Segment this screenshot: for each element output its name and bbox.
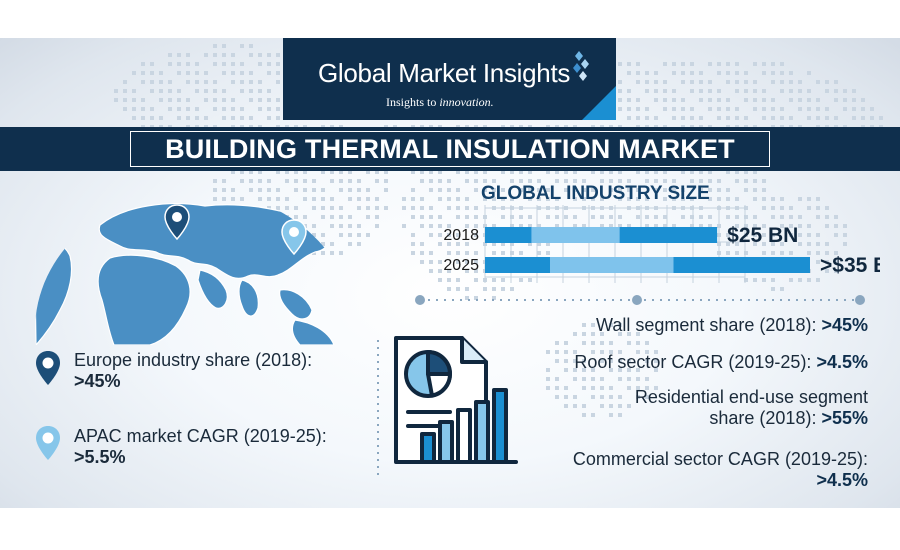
stat-value: >5.5% bbox=[74, 447, 126, 467]
title-frame: BUILDING THERMAL INSULATION MARKET bbox=[130, 131, 770, 167]
stat-residential-share: Residential end-use segment share (2018)… bbox=[635, 387, 868, 429]
dotted-divider bbox=[377, 340, 379, 480]
stat-roof-cagr: Roof sector CAGR (2019-25): >4.5% bbox=[574, 352, 868, 373]
tagline-prefix: Insights to bbox=[386, 95, 440, 109]
stat-apac-cagr: APAC market CAGR (2019-25): >5.5% bbox=[74, 426, 327, 468]
stat-label: Roof sector CAGR (2019-25): bbox=[574, 352, 817, 372]
category-label: 2025 bbox=[443, 257, 479, 274]
stat-label: Wall segment share (2018): bbox=[596, 315, 822, 335]
stat-wall-share: Wall segment share (2018): >45% bbox=[596, 315, 868, 336]
stat-value: >4.5% bbox=[816, 352, 868, 372]
industry-size-bar-chart: 2018 $25 BN 2025 >$35 BN bbox=[443, 205, 880, 283]
stat-label: Commercial sector CAGR (2019-25): bbox=[572, 449, 868, 469]
europe-pin-icon bbox=[164, 204, 190, 241]
stat-europe-share: Europe industry share (2018): >45% bbox=[74, 350, 312, 392]
globe-icon bbox=[35, 203, 335, 345]
stat-value: >45% bbox=[821, 315, 868, 335]
chart-title: GLOBAL INDUSTRY SIZE bbox=[481, 183, 710, 204]
bar-highlight-2025 bbox=[550, 257, 674, 273]
corner-accent-icon bbox=[582, 86, 616, 120]
category-label: 2018 bbox=[443, 227, 479, 244]
apac-pin-icon bbox=[281, 219, 307, 256]
tagline-emphasis: innovation. bbox=[439, 95, 494, 109]
report-chart-icon bbox=[394, 336, 518, 464]
map-pin-icon bbox=[36, 351, 60, 385]
timeline-divider bbox=[415, 295, 865, 305]
diamond-logo-icon bbox=[573, 51, 589, 81]
map-pin-icon bbox=[36, 426, 60, 460]
stat-label: share (2018): bbox=[709, 408, 822, 428]
brand-logo: Global Market Insights Insights to innov… bbox=[283, 38, 616, 120]
stat-value: >55% bbox=[821, 408, 868, 428]
stat-label: APAC market CAGR (2019-25): bbox=[74, 426, 327, 446]
bar-highlight-2018 bbox=[531, 227, 620, 243]
title-banner: BUILDING THERMAL INSULATION MARKET bbox=[0, 127, 900, 171]
value-label: >$35 BN bbox=[820, 254, 880, 277]
stat-commercial-cagr: Commercial sector CAGR (2019-25): >4.5% bbox=[573, 449, 868, 491]
stat-value: >45% bbox=[74, 371, 121, 391]
page-title: BUILDING THERMAL INSULATION MARKET bbox=[165, 134, 735, 164]
stat-value: >4.5% bbox=[816, 470, 868, 490]
brand-tagline: Insights to innovation. bbox=[386, 95, 494, 110]
stat-label: Residential end-use segment bbox=[634, 387, 868, 407]
value-label: $25 BN bbox=[727, 224, 798, 247]
stat-label: Europe industry share (2018): bbox=[74, 350, 313, 370]
brand-name: Global Market Insights bbox=[318, 58, 571, 88]
